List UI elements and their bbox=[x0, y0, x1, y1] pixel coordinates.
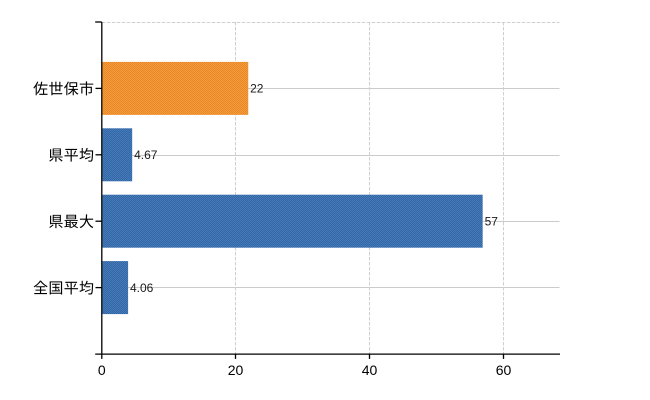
svg-text:60: 60 bbox=[496, 362, 512, 378]
svg-text:0: 0 bbox=[98, 362, 106, 378]
svg-text:57: 57 bbox=[485, 215, 499, 229]
svg-text:4.06: 4.06 bbox=[130, 281, 154, 295]
svg-text:20: 20 bbox=[228, 362, 244, 378]
svg-text:40: 40 bbox=[362, 362, 378, 378]
svg-text:4.67: 4.67 bbox=[134, 148, 158, 162]
svg-text:22: 22 bbox=[250, 82, 264, 96]
